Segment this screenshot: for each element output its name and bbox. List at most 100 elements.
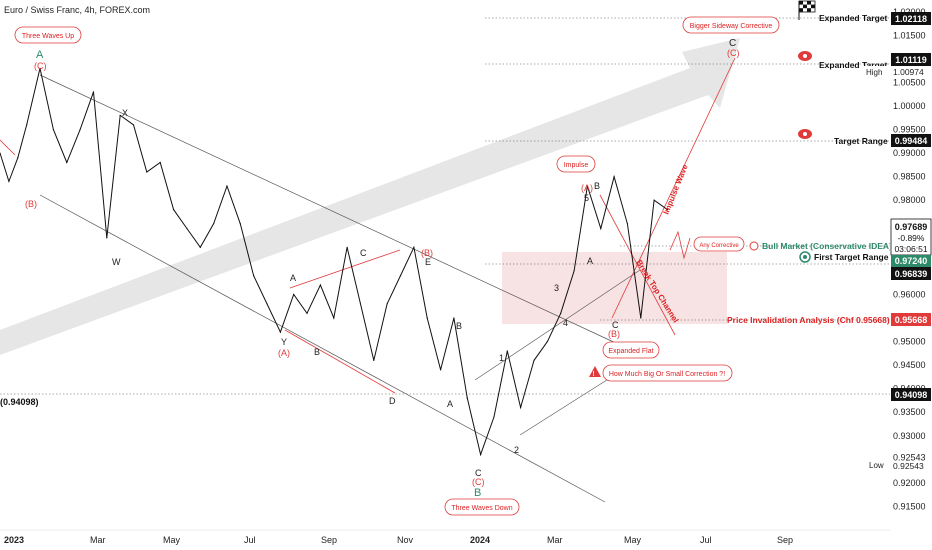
price-point: [199, 246, 201, 248]
price-point: [66, 161, 68, 164]
callout-three-waves-up: Three Waves Up: [22, 33, 74, 40]
bar-timer: 03:06:51: [894, 244, 927, 254]
y-tick-label: 0.95000: [893, 337, 926, 347]
y-tick-label: 0.94500: [893, 360, 926, 370]
price-point: [346, 246, 348, 248]
price-point: [186, 227, 188, 230]
price-point: [640, 317, 642, 319]
price-point: [306, 312, 308, 314]
x-tick-label: Sep: [777, 535, 793, 545]
y-tick-label: 0.93500: [893, 407, 926, 417]
trend-arrow-shape: [0, 38, 740, 355]
price-change: -0.89%: [898, 233, 925, 243]
x-tick-label: Nov: [397, 535, 414, 545]
invalidation-label: Price Invalidation Analysis (Chf 0.95668…: [727, 315, 890, 325]
wave-label: C: [612, 320, 619, 330]
price-point: [426, 317, 428, 319]
svg-text:!: !: [592, 371, 594, 378]
eye-icon: [798, 51, 812, 61]
price-point: [613, 176, 615, 178]
price-point: [373, 359, 375, 361]
y-tick-label: 0.99500: [893, 125, 926, 135]
price-point: [600, 227, 602, 230]
y-tick-label: 1.00500: [893, 77, 926, 87]
price-point: [239, 223, 241, 225]
y-tick-label: 0.99000: [893, 148, 926, 158]
price-point: [653, 199, 655, 201]
x-tick-label: May: [624, 535, 642, 545]
wave-label: B: [474, 487, 481, 499]
price-point: [17, 157, 19, 159]
wave-label: (B): [421, 248, 433, 258]
wave-label: (C): [472, 477, 485, 487]
y-tick-label: 1.02000: [893, 7, 926, 17]
price-point: [79, 128, 81, 131]
price-point: [386, 303, 388, 305]
expanded-target-label-2: Expanded Target: [819, 60, 887, 70]
price-point: [213, 223, 215, 225]
high-label: High: [866, 68, 882, 77]
wave-label: (A): [278, 348, 290, 358]
price-point: [586, 185, 589, 187]
x-tick-label: Jul: [244, 535, 256, 545]
wave-label: (A): [581, 183, 593, 193]
wave-label: E: [425, 257, 431, 267]
wave-label: B: [314, 347, 320, 357]
price-point: [466, 397, 468, 399]
x-tick-label: 2023: [4, 535, 24, 545]
channel-lower-line: [39, 194, 606, 503]
price-point: [480, 454, 482, 456]
wave-label: C: [360, 248, 367, 258]
y-tick-label: 0.91500: [893, 501, 926, 511]
price-point: [546, 340, 548, 343]
red-lines: [0, 57, 736, 394]
low-price: 0.92543: [893, 461, 924, 471]
wave-label: A: [290, 273, 296, 283]
price-box: 0.94098: [895, 390, 928, 400]
wave-label: X: [122, 108, 128, 118]
price-point: [253, 275, 255, 277]
price-point: [439, 369, 442, 371]
y-tick-label: 0.98500: [893, 172, 926, 182]
price-series-line: [0, 68, 668, 457]
price-point: [493, 416, 495, 418]
x-tick-label: Jul: [700, 535, 712, 545]
price-point: [399, 275, 402, 277]
price-box: 0.97240: [895, 256, 928, 266]
wave-label: (B): [608, 329, 620, 339]
price-point: [506, 350, 508, 352]
callout-correction-question: How Much Big Or Small Correction ?!: [609, 371, 725, 378]
wave-label: (B): [25, 199, 37, 209]
first-target-label: First Target Range: [814, 252, 889, 262]
target-range-label: Target Range: [834, 136, 888, 146]
wave-label: 1: [499, 353, 504, 363]
wave-label: C: [475, 468, 482, 478]
price-box: 1.01119: [895, 55, 927, 65]
y-tick-label: 0.96000: [893, 289, 926, 299]
price-point: [520, 406, 522, 409]
price-point: [26, 124, 28, 126]
y-tick-label: 0.92000: [893, 478, 926, 488]
price-point: [119, 114, 121, 117]
x-tick-label: May: [163, 535, 181, 545]
price-box: 0.96839: [895, 269, 928, 279]
eye-icon: [798, 129, 812, 139]
wave-label: 3: [554, 283, 559, 293]
price-box: 0.95668: [895, 315, 928, 325]
price-point: [333, 317, 335, 319]
channel-upper-line: [39, 74, 621, 346]
callout-impulse: Impulse: [564, 162, 589, 169]
price-point: [279, 331, 281, 333]
y-tick-label: 0.93000: [893, 431, 926, 441]
low-label: Low: [869, 461, 884, 470]
callout-bigger-sideway: Bigger Sideway Corrective: [690, 23, 773, 30]
callout-expanded-flat: Expanded Flat: [608, 348, 653, 355]
price-point: [413, 246, 415, 248]
wave-label: A: [447, 399, 453, 409]
x-tick-label: 2024: [470, 535, 490, 545]
price-point: [132, 124, 135, 126]
wave-label: 2: [514, 445, 519, 455]
bull-market-label: Bull Market (Conservative IDEA): [762, 241, 892, 251]
wave-label: A: [587, 256, 593, 266]
